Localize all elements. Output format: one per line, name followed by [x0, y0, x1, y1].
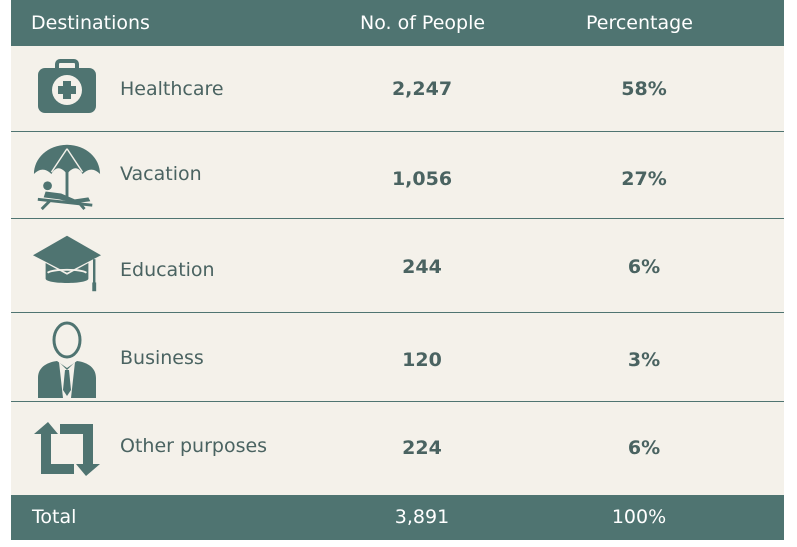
row-percentage: 3% — [627, 349, 661, 371]
row-people: 224 — [402, 437, 442, 459]
row-percentage: 6% — [627, 256, 661, 278]
destinations-table: Destinations No. of People Percentage He… — [11, 0, 784, 540]
row-label: Other purposes — [120, 435, 268, 457]
total-people: 3,891 — [394, 506, 450, 528]
table-header: Destinations No. of People Percentage — [11, 0, 784, 46]
row-percentage: 58% — [621, 78, 667, 100]
table-row: Business 120 3% — [11, 313, 784, 402]
table-row: Education 244 6% — [11, 219, 784, 313]
row-people: 1,056 — [391, 168, 453, 190]
total-row: Total 3,891 100% — [11, 495, 784, 540]
row-label: Business — [120, 347, 204, 369]
table-row: Healthcare 2,247 58% — [11, 46, 784, 132]
total-percentage: 100% — [611, 506, 667, 528]
header-percentage: Percentage — [586, 12, 693, 34]
table-row: Vacation 1,056 27% — [11, 132, 784, 219]
graduation-cap-icon — [32, 233, 102, 295]
repeat-arrows-icon — [32, 422, 102, 476]
beach-umbrella-icon — [32, 140, 102, 212]
total-label: Total — [32, 506, 77, 528]
row-people: 2,247 — [391, 78, 453, 100]
businessman-icon — [32, 319, 102, 399]
row-people: 244 — [402, 256, 442, 278]
header-destinations: Destinations — [31, 12, 150, 34]
medical-kit-icon — [32, 58, 102, 116]
table-row: Other purposes 224 6% — [11, 402, 784, 495]
row-label: Healthcare — [120, 78, 224, 100]
header-people: No. of People — [360, 12, 486, 34]
row-label: Education — [120, 259, 215, 281]
row-label: Vacation — [120, 163, 202, 185]
row-people: 120 — [402, 349, 442, 371]
row-percentage: 6% — [627, 437, 661, 459]
row-percentage: 27% — [621, 168, 667, 190]
